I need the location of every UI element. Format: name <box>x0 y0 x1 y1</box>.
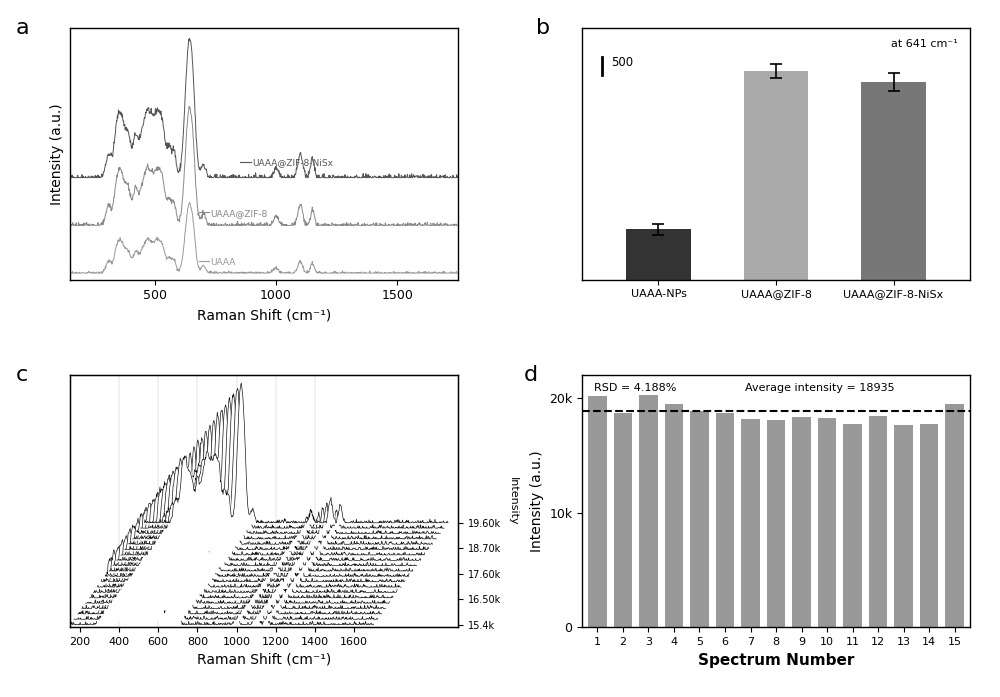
Bar <box>614 413 632 627</box>
Bar <box>945 404 964 627</box>
Bar <box>920 424 938 627</box>
Bar <box>741 419 760 627</box>
Y-axis label: Intensity (a.u.): Intensity (a.u.) <box>50 103 64 205</box>
Text: c: c <box>16 365 28 385</box>
Bar <box>716 413 734 627</box>
Bar <box>744 71 808 279</box>
Bar <box>767 420 785 627</box>
Text: Average intensity = 18935: Average intensity = 18935 <box>745 383 895 393</box>
X-axis label: Raman Shift (cm⁻¹): Raman Shift (cm⁻¹) <box>197 308 331 322</box>
Bar <box>639 395 658 627</box>
Bar <box>665 404 683 627</box>
Bar <box>792 417 811 627</box>
Text: 500: 500 <box>611 56 634 68</box>
Text: RSD = 4.188%: RSD = 4.188% <box>594 383 676 393</box>
Bar <box>588 396 607 627</box>
Text: UAAA: UAAA <box>211 258 236 267</box>
Text: UAAA@ZIF-8: UAAA@ZIF-8 <box>211 209 268 218</box>
Bar <box>869 415 887 627</box>
Y-axis label: Intensity (a.u.): Intensity (a.u.) <box>530 450 544 552</box>
Text: UAAA@ZIF-8-NiSx: UAAA@ZIF-8-NiSx <box>252 159 333 167</box>
Text: d: d <box>524 365 538 385</box>
Bar <box>894 424 913 627</box>
Bar <box>843 424 862 627</box>
Text: b: b <box>536 18 550 38</box>
Text: a: a <box>16 18 29 38</box>
Y-axis label: Intensity: Intensity <box>508 477 518 526</box>
Bar <box>626 229 691 279</box>
X-axis label: Spectrum Number: Spectrum Number <box>698 652 854 668</box>
Bar <box>690 411 709 627</box>
Text: at 641 cm⁻¹: at 641 cm⁻¹ <box>891 38 958 49</box>
Bar <box>818 418 836 627</box>
X-axis label: Raman Shift (cm⁻¹): Raman Shift (cm⁻¹) <box>197 652 331 666</box>
Bar <box>861 82 926 279</box>
